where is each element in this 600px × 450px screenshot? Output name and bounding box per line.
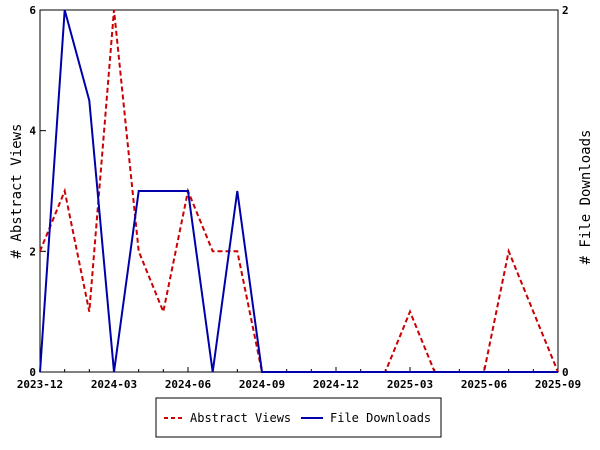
series-line-file-downloads <box>39 9 558 373</box>
legend-label-abstract-views: Abstract Views <box>190 411 291 425</box>
x-axis: 2023-12 2024-03 2024-06 2024-09 2024-12 2025-… <box>17 367 581 391</box>
series-group <box>39 9 559 373</box>
x-tick-label: 2025-06 <box>461 378 508 391</box>
x-tick-label: 2025-03 <box>387 378 433 391</box>
legend-box <box>155 397 442 438</box>
legend: Abstract Views File Downloads <box>155 397 442 438</box>
x-tick-label: 2024-12 <box>313 378 359 391</box>
y-left-tick-label: 6 <box>29 4 36 17</box>
x-tick-label: 2024-03 <box>91 378 137 391</box>
plot-area <box>39 9 559 373</box>
y-left-tick-label: 4 <box>29 125 36 138</box>
x-tick-label: 2023-12 <box>17 378 63 391</box>
left-y-axis: 0 2 4 6 <box>29 4 46 379</box>
y-left-tick-label: 2 <box>29 245 36 258</box>
y-right-tick-label: 2 <box>562 4 569 17</box>
y-right-tick-label: 0 <box>562 366 569 379</box>
x-tick-label: 2025-09 <box>535 378 581 391</box>
left-axis-title: # Abstract Views <box>9 124 25 259</box>
right-axis-title: # File Downloads <box>578 130 594 265</box>
x-tick-label: 2024-09 <box>239 378 285 391</box>
y-left-tick-label: 0 <box>29 366 36 379</box>
x-tick-label: 2024-06 <box>165 378 212 391</box>
legend-label-file-downloads: File Downloads <box>330 411 431 425</box>
